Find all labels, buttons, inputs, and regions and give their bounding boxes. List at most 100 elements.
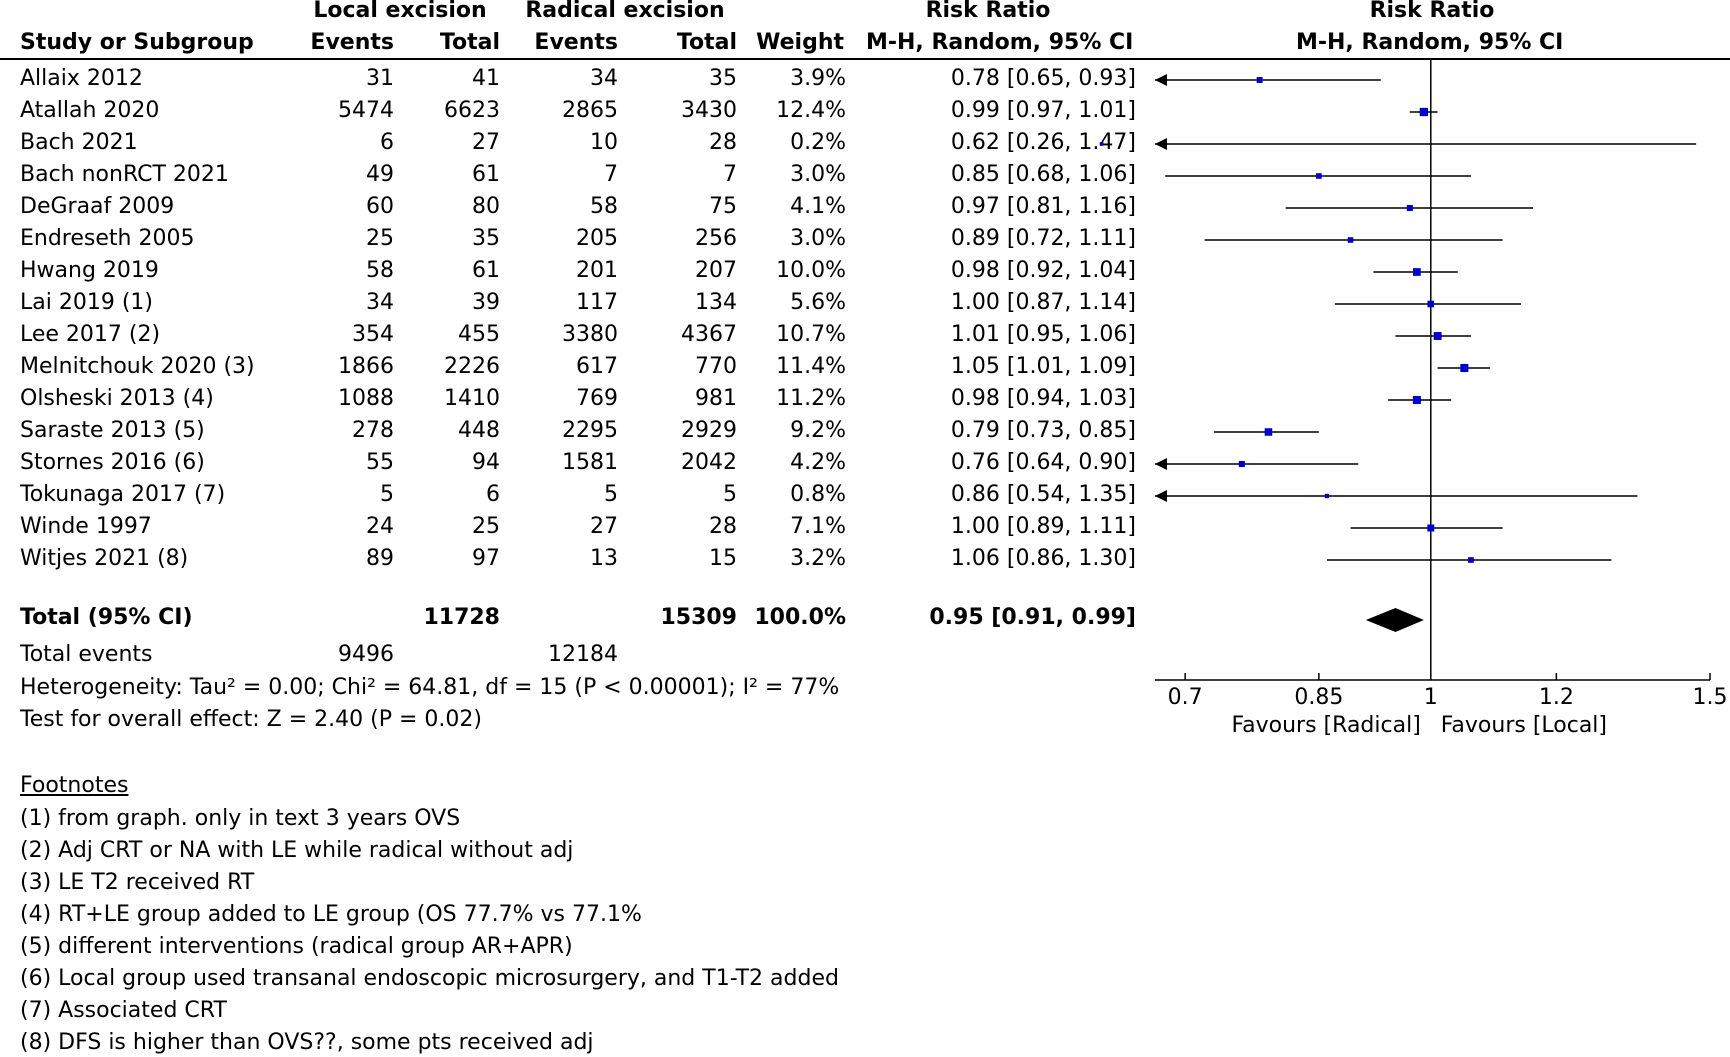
point-estimate-marker — [1427, 524, 1435, 532]
weight-cell: 7.1% — [790, 514, 846, 539]
study-name: Bach nonRCT 2021 — [20, 162, 229, 187]
weight-cell: 3.0% — [790, 226, 846, 251]
ci-cell: 0.78 [0.65, 0.93] — [950, 66, 1136, 91]
weight-cell: 3.0% — [790, 162, 846, 187]
total1-column-header: Total — [439, 30, 500, 55]
x-tick-label: 1.2 — [1539, 685, 1574, 710]
ci-cell: 1.06 [0.86, 1.30] — [950, 546, 1136, 571]
total2-cell: 15 — [709, 546, 737, 571]
heterogeneity-text: Heterogeneity: Tau² = 0.00; Chi² = 64.81… — [20, 675, 840, 700]
events1-cell: 58 — [366, 258, 394, 283]
total1-cell: 35 — [472, 226, 500, 251]
total1-cell: 6623 — [444, 98, 500, 123]
total1-cell: 1410 — [444, 386, 500, 411]
x-tick-label: 1 — [1424, 685, 1438, 710]
footnote: (2) Adj CRT or NA with LE while radical … — [20, 838, 574, 863]
point-estimate-marker — [1347, 237, 1354, 243]
footnotes-title: Footnotes — [20, 773, 129, 798]
events2-cell: 205 — [576, 226, 618, 251]
ci-cell: 0.98 [0.94, 1.03] — [950, 386, 1136, 411]
total1-cell: 80 — [472, 194, 500, 219]
study-name: Winde 1997 — [20, 514, 152, 539]
study-name: Tokunaga 2017 (7) — [20, 482, 226, 507]
footnote: (8) DFS is higher than OVS??, some pts r… — [20, 1030, 594, 1055]
total2-cell: 770 — [695, 354, 737, 379]
weight-cell: 10.7% — [776, 322, 846, 347]
events1-cell: 278 — [352, 418, 394, 443]
events1-cell: 1866 — [338, 354, 394, 379]
ci-arrow-left — [1155, 74, 1167, 86]
total-ci: 0.95 [0.91, 0.99] — [929, 605, 1136, 630]
x-tick-label: 0.7 — [1168, 685, 1203, 710]
total2-cell: 256 — [695, 226, 737, 251]
total2-cell: 2929 — [681, 418, 737, 443]
events1-cell: 354 — [352, 322, 394, 347]
events2-cell: 617 — [576, 354, 618, 379]
events2-cell: 13 — [590, 546, 618, 571]
point-estimate-marker — [1412, 268, 1421, 276]
events2-cell: 7 — [604, 162, 618, 187]
study-name: Bach 2021 — [20, 130, 138, 155]
events1-cell: 49 — [366, 162, 394, 187]
events2-cell: 34 — [590, 66, 618, 91]
events1-column-header: Events — [310, 30, 394, 55]
total-label: Total (95% CI) — [20, 605, 193, 630]
study-name: Lai 2019 (1) — [20, 290, 153, 315]
weight-cell: 0.2% — [790, 130, 846, 155]
events2-cell: 769 — [576, 386, 618, 411]
total1-cell: 94 — [472, 450, 500, 475]
total1-cell: 448 — [458, 418, 500, 443]
ci-cell: 0.99 [0.97, 1.01] — [950, 98, 1136, 123]
footnote: (5) different interventions (radical gro… — [20, 934, 573, 959]
total2-cell: 2042 — [681, 450, 737, 475]
total2-column-header: Total — [676, 30, 737, 55]
point-estimate-marker — [1406, 204, 1413, 212]
pooled-diamond — [1365, 608, 1424, 632]
study-name: Witjes 2021 (8) — [20, 546, 189, 571]
total1-cell: 61 — [472, 258, 500, 283]
ci-cell: 0.85 [0.68, 1.06] — [950, 162, 1136, 187]
rr-plot-header-top: Risk Ratio — [1369, 0, 1495, 23]
total2-value: 15309 — [660, 605, 737, 630]
events2-cell: 201 — [576, 258, 618, 283]
weight-cell: 5.6% — [790, 290, 846, 315]
point-estimate-marker — [1316, 173, 1322, 179]
x-tick-label: 0.85 — [1294, 685, 1343, 710]
overall-effect-text: Test for overall effect: Z = 2.40 (P = 0… — [20, 707, 482, 732]
events2-cell: 58 — [590, 194, 618, 219]
events2-cell: 2295 — [562, 418, 618, 443]
header-rule — [0, 58, 1730, 60]
total1-cell: 2226 — [444, 354, 500, 379]
events1-cell: 34 — [366, 290, 394, 315]
events2-column-header: Events — [534, 30, 618, 55]
point-estimate-marker — [1468, 557, 1474, 563]
group1-header: Local excision — [313, 0, 487, 23]
ci-cell: 0.89 [0.72, 1.11] — [950, 226, 1136, 251]
rr-plot-method-header: M-H, Random, 95% CI — [1296, 30, 1564, 55]
study-name: Stornes 2016 (6) — [20, 450, 205, 475]
ci-cell: 0.76 [0.64, 0.90] — [950, 450, 1136, 475]
ci-cell: 0.97 [0.81, 1.16] — [950, 194, 1136, 219]
study-name: Atallah 2020 — [20, 98, 160, 123]
events1-cell: 5 — [380, 482, 394, 507]
events1-cell: 55 — [366, 450, 394, 475]
footnote: (1) from graph. only in text 3 years OVS — [20, 806, 461, 831]
ci-cell: 1.01 [0.95, 1.06] — [950, 322, 1136, 347]
footnote: (6) Local group used transanal endoscopi… — [20, 966, 839, 991]
total-events2: 12184 — [548, 642, 618, 667]
point-estimate-marker — [1324, 493, 1330, 499]
point-estimate-marker — [1412, 395, 1421, 405]
ci-cell: 1.00 [0.87, 1.14] — [950, 290, 1136, 315]
events2-cell: 27 — [590, 514, 618, 539]
study-name: Allaix 2012 — [20, 66, 143, 91]
total2-cell: 981 — [695, 386, 737, 411]
events1-cell: 60 — [366, 194, 394, 219]
weight-cell: 3.2% — [790, 546, 846, 571]
total2-cell: 5 — [723, 482, 737, 507]
rr-method-header: M-H, Random, 95% CI — [866, 30, 1134, 55]
events1-cell: 25 — [366, 226, 394, 251]
point-estimate-marker — [1256, 77, 1263, 83]
events2-cell: 1581 — [562, 450, 618, 475]
total2-cell: 28 — [709, 130, 737, 155]
total1-value: 11728 — [423, 605, 500, 630]
